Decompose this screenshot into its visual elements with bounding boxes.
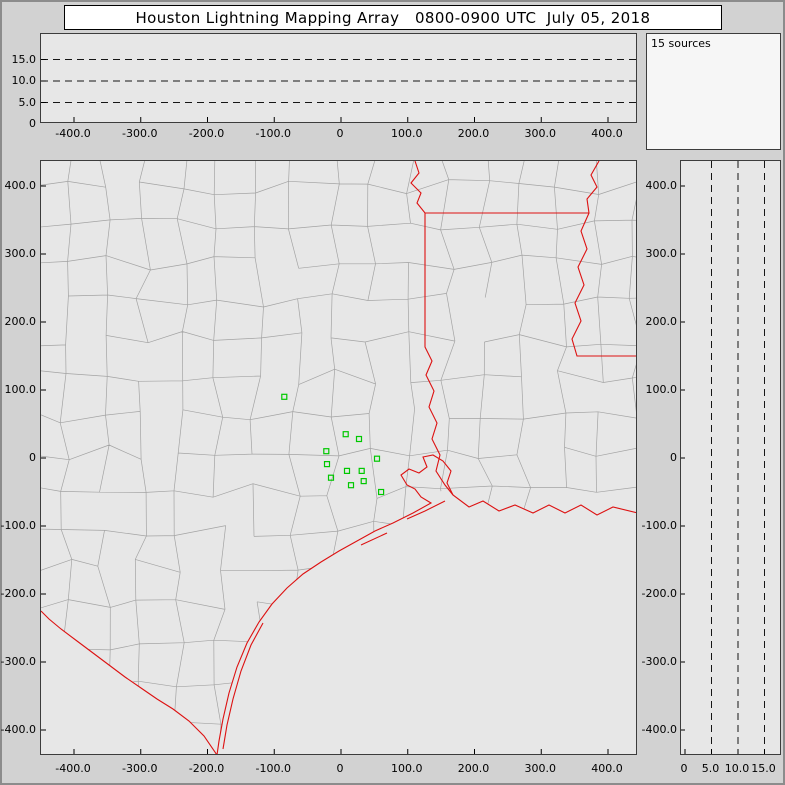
tick-label: 200.0 [4,315,37,328]
lma-station-marker [347,482,355,489]
tick-label: 300.0 [524,762,557,775]
altitude-eastwest-canvas [41,59,636,122]
state-border-coastline [406,500,446,520]
altitude-northsouth-panel[interactable] [680,160,781,755]
lma-station-marker [323,448,330,455]
tick-label: 5.0 [701,762,720,775]
altitude-northsouth-plot [681,161,780,754]
tick-label: 0 [336,127,344,140]
tick-label: 100.0 [391,762,423,775]
tick-label: -300.0 [0,655,36,668]
tick-label: -400.0 [0,723,36,736]
lma-station-marker [355,435,363,443]
tick-label: 15.0 [751,762,776,775]
lma-station-marker [323,461,331,468]
plan-view-map-panel[interactable] [40,160,637,755]
tick-label: 400.0 [591,762,623,775]
tick-label: 0 [680,762,688,775]
tick-label: -100.0 [255,127,291,140]
tick-label: 100.0 [391,127,423,140]
tick-label: 300.0 [4,247,37,260]
tick-label: -400.0 [55,127,91,140]
title-bar: Houston Lightning Mapping Array 0800-090… [64,5,722,30]
tick-label: 200.0 [645,315,678,328]
tick-label: 100.0 [4,383,37,396]
lma-station-marker [327,474,335,481]
lma-station-marker [358,467,365,474]
altitude-histogram-panel[interactable]: 15 sources [646,33,781,150]
tick-label: -400.0 [55,762,91,775]
state-border-coastline [360,532,388,546]
lma-station-marker [360,478,367,485]
tick-label: 300.0 [524,127,557,140]
tick-label: -100.0 [255,762,291,775]
page-title: Houston Lightning Mapping Array 0800-090… [135,8,651,27]
plan-view-map [41,161,636,754]
lma-station-marker [281,393,288,400]
tick-label: 0 [29,117,36,130]
lma-station-marker [342,431,349,438]
tick-label: 300.0 [645,247,678,260]
county-boundaries [41,161,636,754]
tick-label: -100.0 [0,519,36,532]
tick-label: -300.0 [641,655,677,668]
lma-station-marker [378,488,385,496]
tick-label: 5.0 [18,95,37,109]
state-border-coastline [222,622,264,750]
tick-label: 0 [29,451,36,464]
lma-station-marker [373,455,381,462]
state-border-coastline [41,610,217,754]
state-border-coastline [216,454,636,754]
tick-label: 0 [336,762,344,775]
tick-label: -400.0 [641,723,677,736]
state-border-coastline [424,213,454,496]
altitude-northsouth-canvas [681,161,765,754]
lma-station-marker [343,467,351,474]
tick-label: -300.0 [122,127,158,140]
tick-label: -100.0 [641,519,677,532]
tick-label: 400.0 [645,179,678,192]
tick-label: 200.0 [457,762,490,775]
tick-label: -300.0 [122,762,158,775]
tick-label: -200.0 [641,587,677,600]
tick-label: -200.0 [0,587,36,600]
tick-label: 10.0 [11,74,37,87]
tick-label: 10.0 [724,762,750,775]
tick-label: -200.0 [188,127,225,140]
altitude-eastwest-plot [41,34,636,122]
tick-label: 400.0 [591,127,623,140]
altitude-eastwest-panel[interactable] [40,33,637,123]
tick-label: 15.0 [11,52,37,66]
tick-label: -200.0 [188,762,225,775]
sources-count-label: 15 sources [651,37,711,50]
state-border-coastline [410,161,589,214]
tick-label: 0 [670,451,677,464]
tick-label: 200.0 [457,127,490,140]
tick-label: 400.0 [4,179,37,192]
tick-label: 100.0 [645,383,678,396]
state-border-coastline [571,161,636,357]
map-canvas [41,161,636,754]
